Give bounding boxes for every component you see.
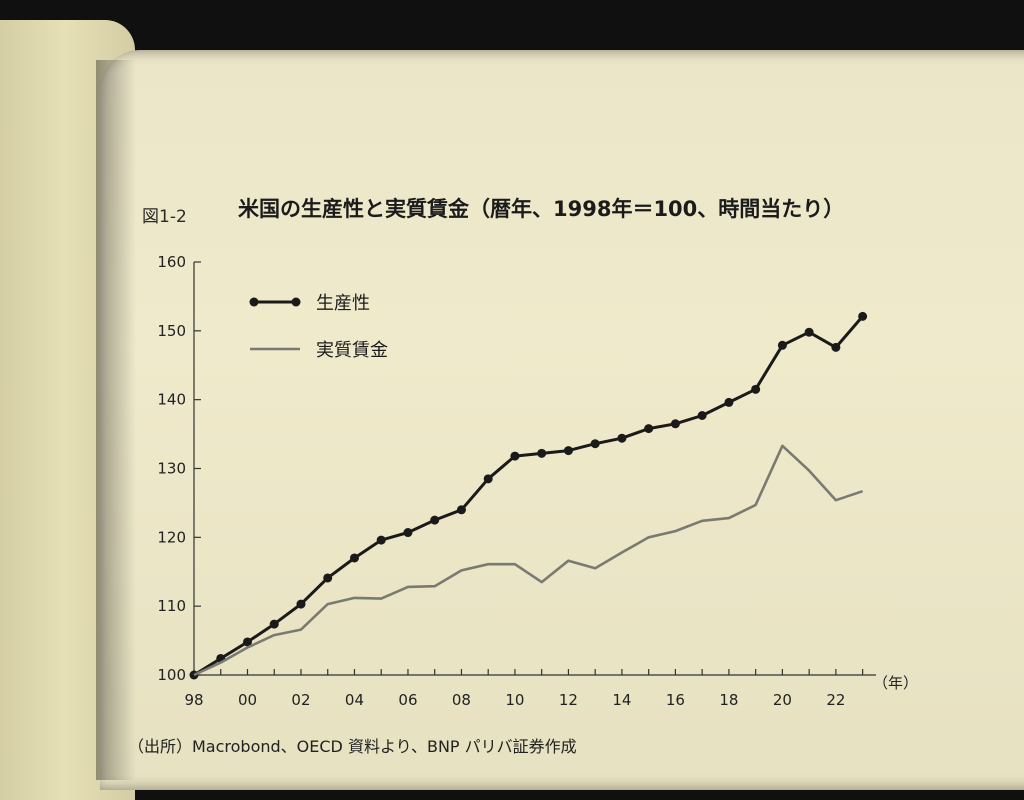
y-tick-label: 120 [157, 528, 186, 546]
legend-marker [249, 297, 259, 307]
y-tick-label: 110 [157, 597, 186, 615]
data-point [831, 342, 841, 352]
x-tick-label: 98 [184, 691, 203, 709]
y-tick-label: 130 [157, 460, 186, 478]
data-point [349, 553, 359, 563]
x-tick-label: 18 [719, 691, 738, 709]
x-tick-label: 14 [612, 691, 631, 709]
data-point [403, 528, 413, 538]
data-point [804, 327, 814, 337]
data-point [617, 433, 627, 443]
data-point [777, 340, 787, 350]
legend-label: 生産性 [316, 293, 370, 314]
data-point [483, 474, 493, 484]
right-page [100, 50, 1024, 790]
series-line-real-wage [193, 444, 864, 677]
legend-label: 実質賃金 [316, 340, 388, 361]
chart: 図1-2 米国の生産性と実質賃金（暦年、1998年＝100、時間当たり） 100… [128, 197, 918, 756]
axes: 100 110 120 130 140 150 160 98 00 02 04 06 08 10 12 14 1… [157, 253, 876, 709]
y-tick-label: 140 [157, 391, 186, 409]
x-axis-unit: （年） [873, 674, 918, 692]
figure-title: 米国の生産性と実質賃金（暦年、1998年＝100、時間当たり） [238, 197, 844, 221]
data-point [323, 573, 333, 583]
x-tick-label: 08 [452, 691, 471, 709]
data-point [430, 515, 440, 525]
book-gutter-shadow [96, 60, 136, 780]
data-point [858, 311, 868, 321]
y-tick-label: 160 [157, 253, 186, 271]
data-point [563, 446, 573, 456]
x-tick-label: 04 [345, 691, 364, 709]
x-tick-label: 22 [826, 691, 845, 709]
data-point [670, 419, 680, 429]
data-point [644, 424, 654, 434]
data-point [590, 439, 600, 449]
data-point [751, 384, 761, 394]
x-tick-label: 00 [238, 691, 257, 709]
data-point [697, 410, 707, 420]
data-point [456, 505, 466, 515]
x-tick-label: 10 [505, 691, 524, 709]
figure-source: （出所）Macrobond、OECD 資料より、BNP パリバ証券作成 [128, 737, 577, 756]
data-point [537, 448, 547, 458]
y-tick-label: 150 [157, 322, 186, 340]
figure-number: 図1-2 [142, 207, 187, 227]
legend-marker [291, 297, 301, 307]
data-point [296, 599, 306, 609]
x-tick-label: 02 [291, 691, 310, 709]
x-tick-label: 16 [666, 691, 685, 709]
data-point [376, 535, 386, 545]
data-point [724, 397, 734, 407]
y-tick-label: 100 [157, 666, 186, 684]
x-tick-label: 20 [773, 691, 792, 709]
data-point [510, 451, 520, 461]
series-layer [189, 311, 868, 680]
x-tick-label: 06 [398, 691, 417, 709]
data-point [242, 637, 252, 647]
data-point [269, 619, 279, 629]
book-photo: 図1-2 米国の生産性と実質賃金（暦年、1998年＝100、時間当たり） 100… [0, 20, 1024, 800]
series-line-productivity [193, 315, 864, 677]
x-tick-label: 12 [559, 691, 578, 709]
